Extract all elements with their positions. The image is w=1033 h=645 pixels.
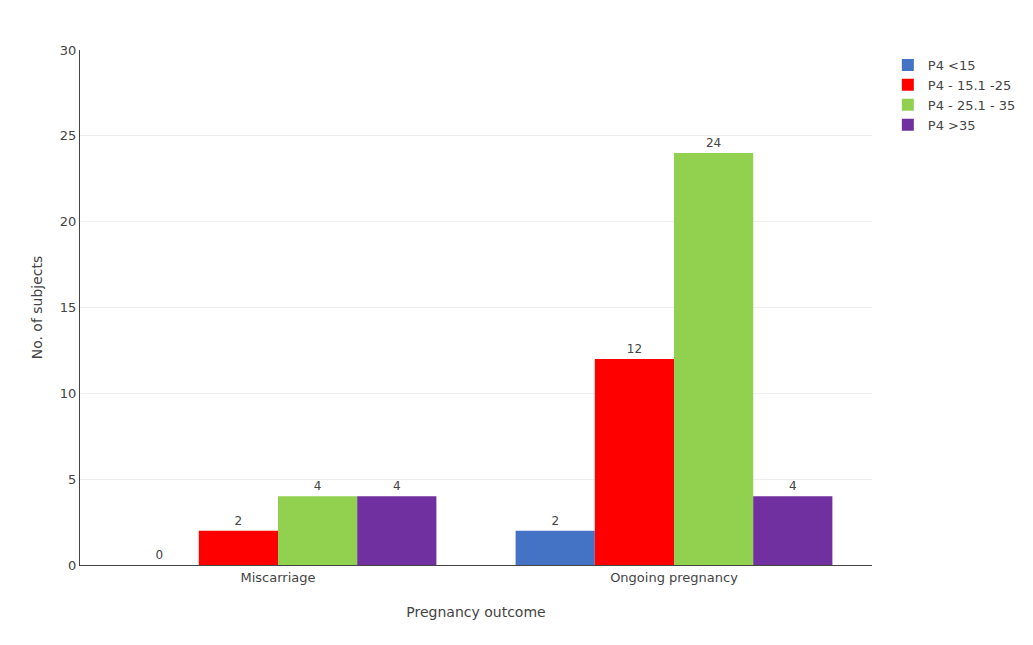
svg-text:0: 0 — [155, 548, 163, 562]
svg-text:5: 5 — [68, 472, 76, 487]
svg-text:30: 30 — [60, 43, 77, 58]
svg-text:2: 2 — [235, 514, 243, 528]
svg-text:10: 10 — [60, 386, 77, 401]
svg-text:0: 0 — [68, 558, 76, 573]
svg-text:15: 15 — [60, 300, 77, 315]
svg-text:P4 - 15.1 -25: P4 - 15.1 -25 — [928, 78, 1011, 93]
svg-text:4: 4 — [393, 479, 401, 493]
svg-text:2: 2 — [551, 514, 559, 528]
svg-text:Ongoing pregnancy: Ongoing pregnancy — [610, 570, 738, 585]
svg-text:24: 24 — [706, 136, 721, 150]
svg-text:4: 4 — [789, 479, 797, 493]
svg-text:12: 12 — [627, 342, 642, 356]
svg-text:Miscarriage: Miscarriage — [240, 570, 315, 585]
svg-text:4: 4 — [314, 479, 322, 493]
svg-text:P4 <15: P4 <15 — [928, 58, 976, 73]
svg-text:25: 25 — [60, 128, 77, 143]
svg-text:P4 >35: P4 >35 — [928, 118, 976, 133]
svg-text:P4 - 25.1 - 35: P4 - 25.1 - 35 — [928, 98, 1016, 113]
svg-text:20: 20 — [60, 214, 77, 229]
svg-text:No. of subjects: No. of subjects — [29, 256, 45, 360]
svg-text:Pregnancy outcome: Pregnancy outcome — [406, 604, 545, 620]
